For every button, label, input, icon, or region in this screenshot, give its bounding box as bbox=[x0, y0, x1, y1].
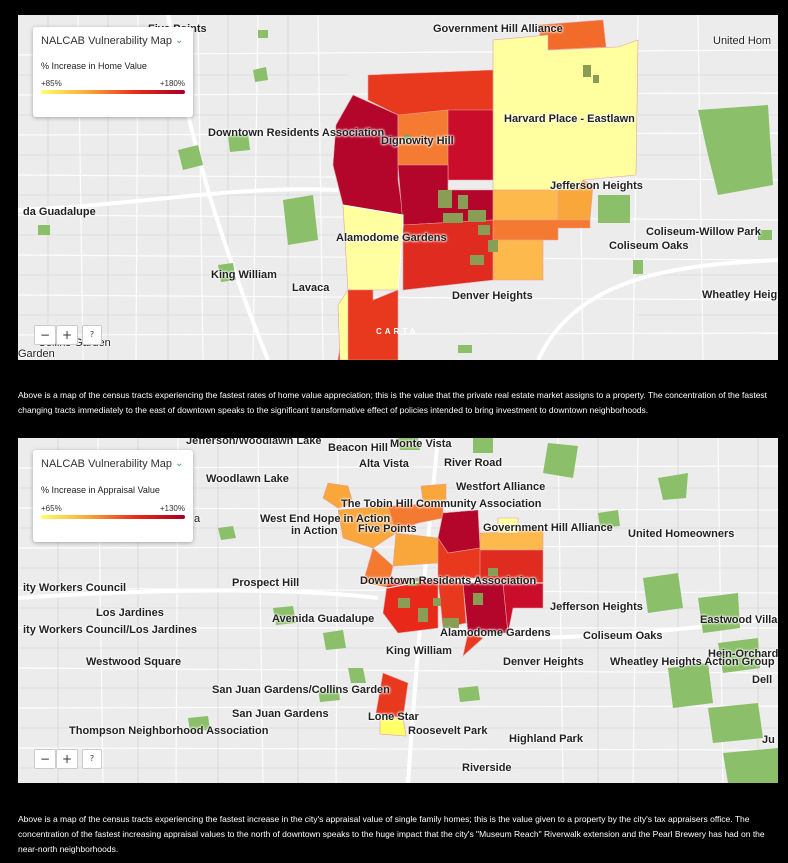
legend-subtitle: % Increase in Appraisal Value bbox=[41, 485, 160, 495]
map-label: Highland Park bbox=[509, 733, 583, 745]
legend-max: +180% bbox=[159, 79, 185, 88]
map-label: ity Workers Council bbox=[23, 582, 127, 594]
map-label: San Juan Gardens/Collins Garden bbox=[212, 684, 390, 696]
map-label: Hein-Orchard bbox=[708, 648, 778, 660]
map-label: Alta Vista bbox=[359, 458, 409, 470]
legend-subtitle: % Increase in Home Value bbox=[41, 61, 147, 71]
legend-title: NALCAB Vulnerability Map bbox=[41, 35, 173, 47]
map-label: King William bbox=[386, 645, 452, 657]
map-label: Government Hill Alliance bbox=[433, 23, 563, 35]
map-label: Eastwood Villag bbox=[700, 614, 778, 626]
map-label: in Action bbox=[291, 525, 338, 537]
map-legend: NALCAB Vulnerability Map ⌄ % Increase in… bbox=[33, 450, 193, 542]
legend-min: +65% bbox=[41, 504, 62, 513]
map-label: Wheatley Heig bbox=[702, 289, 778, 301]
map-label: Garden bbox=[18, 348, 55, 360]
map-label: Downtown Residents Association bbox=[208, 127, 385, 139]
help-button[interactable]: ? bbox=[82, 749, 102, 769]
map-label: Coliseum Oaks bbox=[609, 240, 689, 252]
legend-title: NALCAB Vulnerability Map bbox=[41, 458, 173, 470]
map-label: Jefferson Heights bbox=[550, 180, 643, 192]
map-label: Wheatley Heights Action Group bbox=[610, 656, 775, 668]
map-label: Thompson Neighborhood Association bbox=[69, 725, 269, 737]
map-label: Woodlawn Lake bbox=[206, 473, 289, 485]
map2-basemap bbox=[18, 438, 778, 783]
map1-basemap bbox=[18, 15, 778, 360]
map-label: a bbox=[194, 513, 201, 525]
appraisal-value-map[interactable]: Jefferson/Woodlawn Lake Beacon Hill Mont… bbox=[18, 438, 778, 783]
map-label: Downtown Residents Association bbox=[360, 575, 537, 587]
chevron-down-icon[interactable]: ⌄ bbox=[175, 458, 184, 469]
map1-caption: Above is a map of the census tracts expe… bbox=[18, 390, 768, 415]
map-label: Alamodome Gardens bbox=[440, 627, 551, 639]
map-label: Los Jardines bbox=[96, 607, 164, 619]
map-label: Denver Heights bbox=[503, 656, 584, 668]
map-label: Westwood Square bbox=[86, 656, 182, 668]
map-label: San Juan Gardens bbox=[232, 708, 329, 720]
legend-color-scale bbox=[41, 515, 185, 519]
map-legend: NALCAB Vulnerability Map ⌄ % Increase in… bbox=[33, 27, 193, 117]
map-label: Prospect Hill bbox=[232, 577, 300, 589]
map-label: Coliseum-Willow Park bbox=[646, 226, 761, 238]
legend-min: +85% bbox=[41, 79, 62, 88]
map-label: Coliseum Oaks bbox=[583, 630, 663, 642]
map-label: Denver Heights bbox=[452, 290, 533, 302]
map-label: da Guadalupe bbox=[23, 206, 96, 218]
map-label: Five Points bbox=[358, 523, 417, 535]
zoom-in-button[interactable]: + bbox=[56, 325, 78, 345]
map2-caption: Above is a map of the census tracts expe… bbox=[18, 814, 765, 854]
legend-color-scale bbox=[41, 90, 185, 94]
map-label: Government Hill Alliance bbox=[483, 522, 613, 534]
map-label: Ju bbox=[762, 734, 775, 746]
map-label: Dignowity Hill bbox=[381, 135, 454, 147]
help-button[interactable]: ? bbox=[82, 325, 102, 345]
map-label: Beacon Hill bbox=[328, 442, 388, 454]
zoom-out-button[interactable]: − bbox=[34, 749, 56, 769]
home-value-map[interactable]: Five Points Government Hill Alliance Uni… bbox=[18, 15, 778, 360]
map-label: River Road bbox=[444, 457, 503, 469]
map-label: Westfort Alliance bbox=[456, 481, 546, 493]
map-label: ity Workers Council/Los Jardines bbox=[23, 624, 198, 636]
map-label: Dell bbox=[752, 674, 773, 686]
map-label: United Homeowners bbox=[628, 528, 735, 540]
map-label: Roosevelt Park bbox=[408, 725, 488, 737]
map-label: Monte Vista bbox=[390, 438, 452, 450]
legend-max: +130% bbox=[159, 504, 185, 513]
map-label: West End Hope in Action bbox=[260, 513, 391, 525]
map-label: Alamodome Gardens bbox=[336, 232, 447, 244]
map-label: Jefferson Heights bbox=[550, 601, 643, 613]
map-label: Avenida Guadalupe bbox=[272, 613, 375, 625]
map-label: Harvard Place - Eastlawn bbox=[504, 113, 635, 125]
map-label: Lavaca bbox=[292, 282, 330, 294]
zoom-in-button[interactable]: + bbox=[56, 749, 78, 769]
map-label: Jefferson/Woodlawn Lake bbox=[186, 438, 322, 447]
map-label: United Hom bbox=[713, 35, 772, 47]
map-label: The Tobin Hill Community Association bbox=[341, 498, 542, 510]
map-label: Lone Star bbox=[368, 711, 419, 723]
chevron-down-icon[interactable]: ⌄ bbox=[175, 35, 184, 46]
map-label: King William bbox=[211, 269, 277, 281]
map-label: CARTA bbox=[376, 327, 419, 336]
map-label: Riverside bbox=[462, 762, 512, 774]
zoom-out-button[interactable]: − bbox=[34, 325, 56, 345]
